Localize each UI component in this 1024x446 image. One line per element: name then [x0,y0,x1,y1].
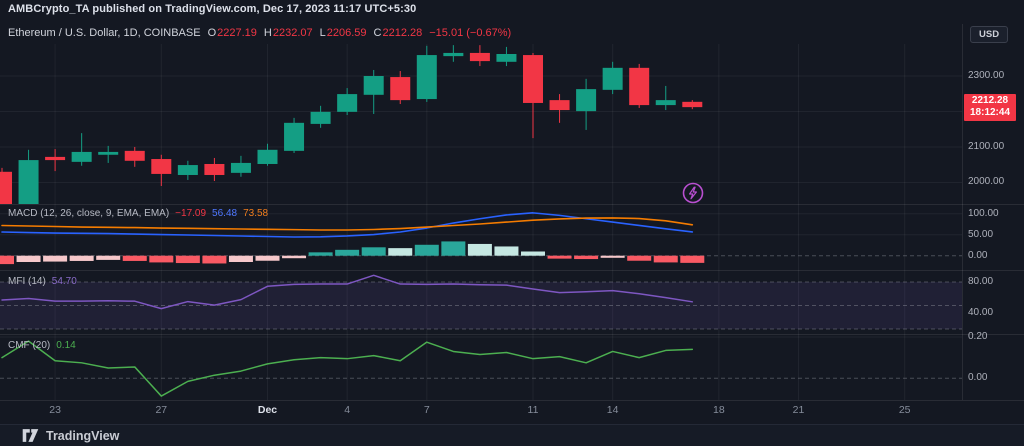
time-axis-label: 23 [49,404,61,416]
footer-bar: TradingView [0,424,1024,446]
cmf-legend: CMF (20) 0.14 [8,340,76,351]
last-price-tag: 2212.28 18:12:44 [964,94,1016,121]
ohlc-open-value: 2227.19 [217,27,257,39]
ohlc-close-label: C [373,27,382,39]
ohlc-low: L2206.59 [320,27,367,39]
ohlc-low-label: L [319,27,326,39]
time-axis-label: 7 [423,404,430,416]
ohlc-high-value: 2232.07 [272,27,313,39]
price-axis-label: 80.00 [968,276,994,287]
price-axis-label: 0.00 [968,249,988,261]
ohlc-low-value: 2206.59 [326,27,367,39]
ohlc-high-label: H [263,27,272,39]
mfi-legend-title: MFI (14) [8,276,46,287]
price-axis-label: 100.00 [968,207,999,219]
ohlc-high: H2232.07 [264,27,313,39]
time-axis-label: Dec [257,404,278,416]
price-axis-label: 2100.00 [968,140,1005,152]
time-axis-label: 21 [792,404,805,416]
publish-header: AMBCrypto_TA published on TradingView.co… [8,3,417,15]
mfi-value: 54.70 [51,276,77,287]
price-axis-label: 40.00 [968,307,994,319]
time-axis-label: 18 [713,404,725,416]
flash-icon[interactable] [681,181,705,205]
change-value: −15.01 (−0.67%) [429,27,512,39]
ohlc-close: C2212.28 [374,27,423,39]
ohlc-close-value: 2212.28 [382,27,423,39]
ohlc-open: O2227.19 [208,27,257,39]
bar-countdown: 18:12:44 [969,107,1011,118]
cmf-value: 0.14 [56,340,76,351]
symbol-legend: Ethereum / U.S. Dollar, 1D, COINBASE O22… [8,27,511,39]
time-axis-label: 14 [606,404,619,416]
price-axis-label: 0.20 [968,331,988,342]
price-axis-label: 2300.00 [968,70,1005,81]
time-axis-label: 11 [527,404,539,416]
last-price-value: 2212.28 [971,95,1009,106]
footer-brand[interactable]: TradingView [46,428,120,443]
macd-legend-title: MACD (12, 26, close, 9, EMA, EMA) [8,208,170,219]
ohlc-open-label: O [207,27,217,39]
symbol-title: Ethereum / U.S. Dollar, 1D, COINBASE [8,27,201,39]
price-axis-label: 2000.00 [968,176,1005,188]
macd-line-value: 56.48 [212,208,238,219]
macd-histogram-value: −17.09 [175,208,207,219]
tradingview-logo-icon [22,429,39,442]
currency-usd-button[interactable]: USD [970,26,1009,43]
macd-signal-value: 73.58 [243,208,269,219]
time-axis-label: 4 [344,404,351,416]
cmf-legend-title: CMF (20) [8,340,51,351]
price-axis-label: 50.00 [968,228,994,240]
macd-legend: MACD (12, 26, close, 9, EMA, EMA) −17.09… [8,208,268,219]
price-axis-label: 0.00 [968,372,988,384]
time-axis-label: 25 [898,404,911,416]
mfi-legend: MFI (14) 54.70 [8,276,77,287]
time-axis-label: 27 [155,404,168,416]
